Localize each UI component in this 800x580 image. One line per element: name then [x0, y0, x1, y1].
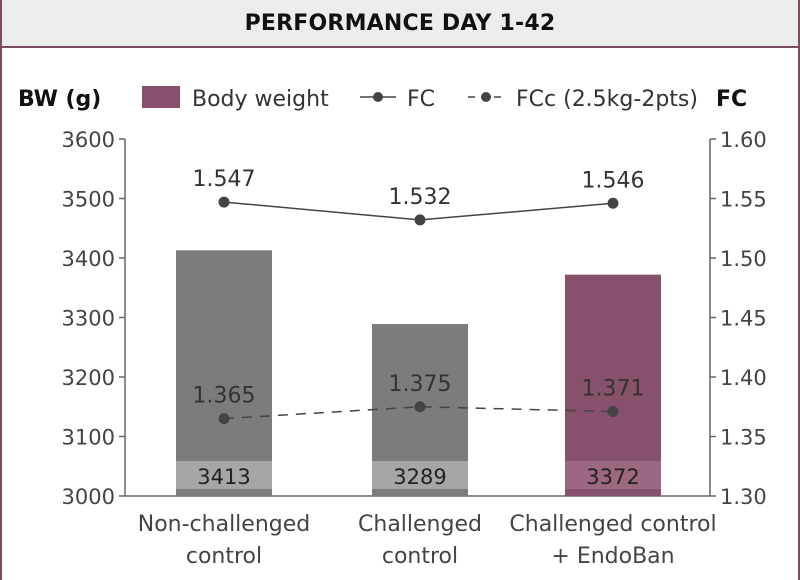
bar-body-weight: [176, 250, 272, 496]
category-label: Challenged: [358, 512, 482, 537]
left-axis-tick-label: 3400: [62, 247, 115, 271]
fc-data-label: 1.532: [389, 185, 452, 210]
legend-label-fcc: FCc (2.5kg-2pts): [516, 87, 698, 112]
bar-value-band: [565, 461, 661, 489]
right-axis-tick-label: 1.50: [720, 247, 767, 271]
bar-value-label: 3413: [197, 465, 250, 489]
right-axis-title: FC: [716, 87, 747, 112]
legend-swatch-body-weight: [142, 86, 180, 108]
category-label: + EndoBan: [551, 544, 674, 569]
chart-title: PERFORMANCE DAY 1-42: [244, 10, 556, 36]
category-label: control: [382, 544, 458, 569]
left-axis-tick-label: 3100: [62, 426, 115, 450]
fc-point: [607, 197, 619, 209]
fc-data-label: 1.546: [582, 168, 645, 193]
legend-marker-fcc: [481, 92, 491, 102]
fcc-line: [223, 405, 614, 420]
right-axis-tick-label: 1.40: [720, 366, 767, 390]
right-axis-tick-label: 1.60: [720, 128, 767, 152]
category-label: control: [186, 544, 262, 569]
fcc-data-label: 1.365: [193, 384, 256, 409]
right-axis-tick-label: 1.55: [720, 188, 767, 212]
fcc-point: [607, 406, 619, 418]
legend-label-fc: FC: [407, 87, 435, 112]
category-label: Non-challenged: [138, 512, 311, 537]
category-label: Challenged control: [509, 512, 716, 537]
fc-point: [218, 196, 230, 208]
bar-body-weight: [565, 274, 661, 496]
left-axis-tick-label: 3500: [62, 188, 115, 212]
left-axis-tick-label: 3600: [62, 128, 115, 152]
legend-label-body-weight: Body weight: [192, 87, 329, 112]
bar-value-band: [372, 461, 468, 489]
fcc-point: [414, 401, 426, 413]
left-axis-tick-label: 3000: [62, 485, 115, 509]
fc-point: [414, 214, 426, 226]
left-axis-tick-label: 3300: [62, 307, 115, 331]
fcc-data-label: 1.371: [582, 377, 645, 402]
right-axis-tick-label: 1.30: [720, 485, 767, 509]
fcc-data-label: 1.375: [389, 372, 452, 397]
right-axis-tick-label: 1.45: [720, 307, 767, 331]
legend-marker-fc: [373, 92, 383, 102]
chart-header: PERFORMANCE DAY 1-42: [2, 0, 798, 48]
bar-value-band: [176, 461, 272, 489]
right-axis-tick-label: 1.35: [720, 426, 767, 450]
fc-data-label: 1.547: [193, 167, 256, 192]
left-axis-title: BW (g): [18, 87, 101, 112]
bar-value-label: 3289: [393, 465, 446, 489]
left-axis-tick-label: 3200: [62, 366, 115, 390]
fcc-point: [218, 413, 230, 425]
bar-value-label: 3372: [586, 465, 639, 489]
